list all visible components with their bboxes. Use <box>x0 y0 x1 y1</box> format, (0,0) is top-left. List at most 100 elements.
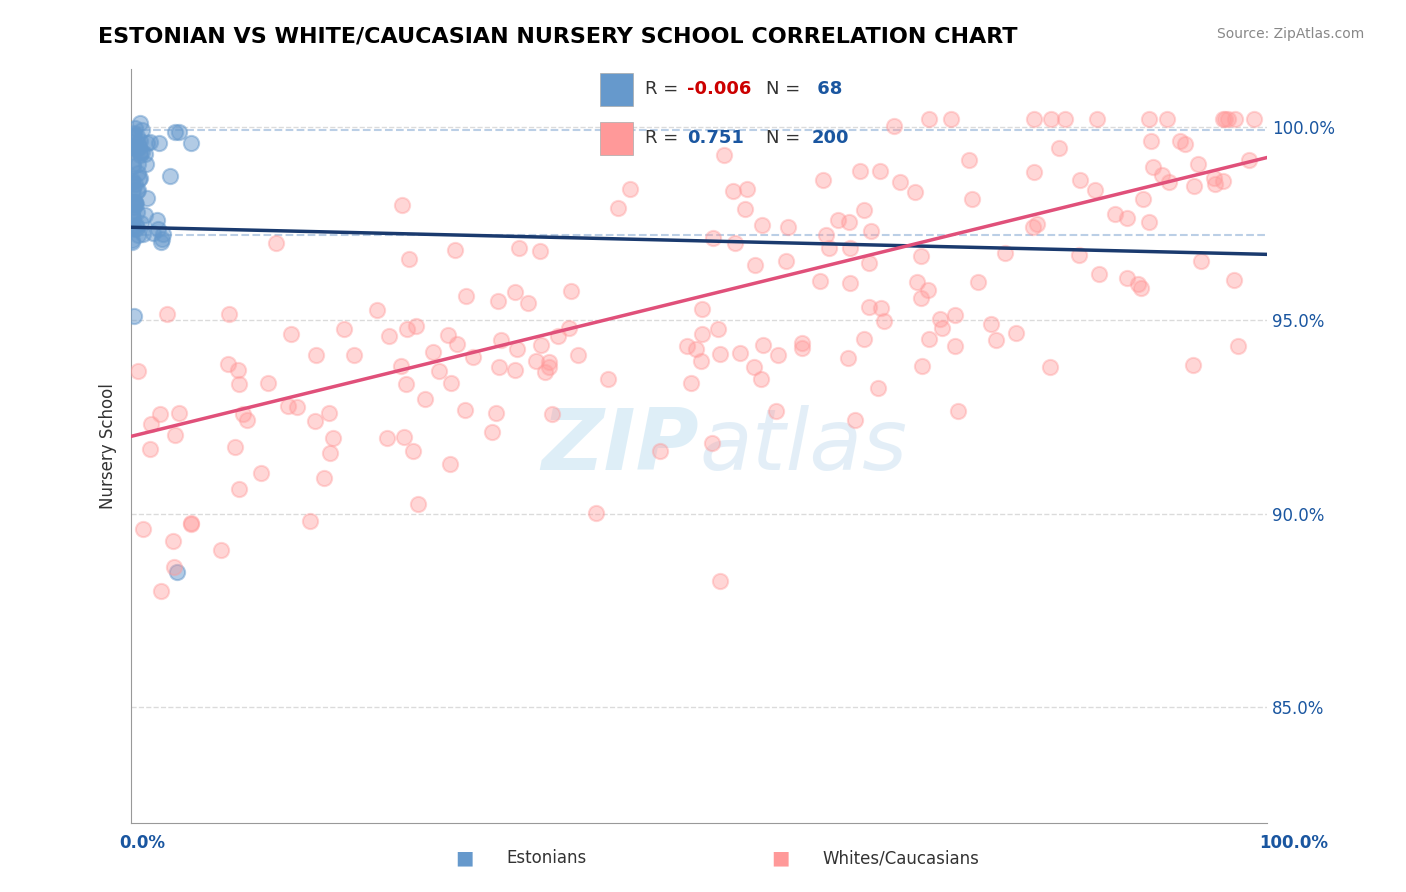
Point <box>505 342 527 356</box>
Point <box>1239 153 1261 167</box>
Point <box>1212 174 1234 188</box>
Point <box>121 185 143 199</box>
Point <box>838 215 860 229</box>
Point <box>138 135 160 149</box>
Text: 200: 200 <box>811 129 849 147</box>
Point <box>124 219 146 233</box>
Point <box>790 341 813 355</box>
Point <box>121 211 143 226</box>
Point <box>1132 192 1154 206</box>
Point <box>1170 134 1192 148</box>
Point <box>489 333 512 347</box>
Point <box>1067 248 1090 262</box>
Text: 0.0%: 0.0% <box>120 834 166 852</box>
Y-axis label: Nursery School: Nursery School <box>100 383 117 509</box>
Point <box>257 376 280 390</box>
Point <box>209 543 232 558</box>
Point <box>808 274 831 288</box>
Point <box>1039 359 1062 374</box>
Point <box>122 128 145 142</box>
Point <box>567 348 589 362</box>
Point <box>318 406 340 420</box>
Point <box>1225 112 1247 126</box>
Point <box>134 147 156 161</box>
Point <box>529 244 551 258</box>
Point <box>128 171 150 186</box>
Text: ESTONIAN VS WHITE/CAUCASIAN NURSERY SCHOOL CORRELATION CHART: ESTONIAN VS WHITE/CAUCASIAN NURSERY SCHO… <box>98 27 1018 46</box>
Point <box>1243 112 1265 126</box>
Point <box>869 163 891 178</box>
Point <box>1187 157 1209 171</box>
Point <box>446 337 468 351</box>
Point <box>1115 211 1137 226</box>
Point <box>689 354 711 368</box>
Point <box>122 310 145 324</box>
Point <box>1069 173 1091 187</box>
Point <box>485 406 508 420</box>
Point <box>858 256 880 270</box>
Point <box>135 136 157 150</box>
Point <box>228 377 250 392</box>
Point <box>127 136 149 150</box>
Point <box>839 241 862 255</box>
Point <box>943 308 966 322</box>
Point <box>928 312 950 326</box>
Point <box>517 296 540 310</box>
Point <box>728 346 751 360</box>
Text: Whites/Caucasians: Whites/Caucasians <box>823 849 980 867</box>
Point <box>960 192 983 206</box>
Point <box>1026 217 1049 231</box>
Point <box>814 228 837 243</box>
Point <box>124 195 146 210</box>
Point <box>690 327 713 342</box>
Point <box>1223 273 1246 287</box>
Text: 0.751: 0.751 <box>688 129 744 147</box>
Point <box>226 363 249 377</box>
FancyBboxPatch shape <box>599 122 633 155</box>
Point <box>413 392 436 407</box>
Point <box>322 431 344 445</box>
FancyBboxPatch shape <box>599 73 633 105</box>
Point <box>266 235 288 250</box>
Point <box>1088 267 1111 281</box>
Point <box>980 317 1002 331</box>
Point <box>128 172 150 186</box>
Point <box>751 218 773 232</box>
Point <box>1137 112 1160 126</box>
Point <box>167 125 190 139</box>
Point <box>1173 136 1195 151</box>
Point <box>285 401 308 415</box>
Point <box>319 445 342 459</box>
Point <box>910 250 932 264</box>
Point <box>454 403 477 417</box>
Point <box>162 533 184 548</box>
Point <box>159 169 181 183</box>
Point <box>121 207 143 221</box>
Point <box>463 350 485 364</box>
Point <box>967 275 990 289</box>
Point <box>124 126 146 140</box>
Point <box>1130 281 1153 295</box>
Point <box>700 436 723 450</box>
Point <box>228 483 250 497</box>
Point <box>127 364 149 378</box>
Point <box>889 176 911 190</box>
Point <box>1022 112 1045 126</box>
Point <box>121 196 143 211</box>
Point <box>391 198 413 212</box>
Point <box>685 342 707 356</box>
Point <box>128 145 150 160</box>
Point <box>1085 112 1108 126</box>
Point <box>1084 182 1107 196</box>
Point <box>180 516 202 530</box>
Point <box>775 253 797 268</box>
Point <box>124 120 146 135</box>
Text: 68: 68 <box>811 80 842 98</box>
Point <box>943 339 966 353</box>
Point <box>852 332 875 346</box>
Point <box>122 141 145 155</box>
Point <box>1005 326 1028 340</box>
Point <box>125 197 148 211</box>
Point <box>180 136 202 151</box>
Point <box>709 347 731 361</box>
